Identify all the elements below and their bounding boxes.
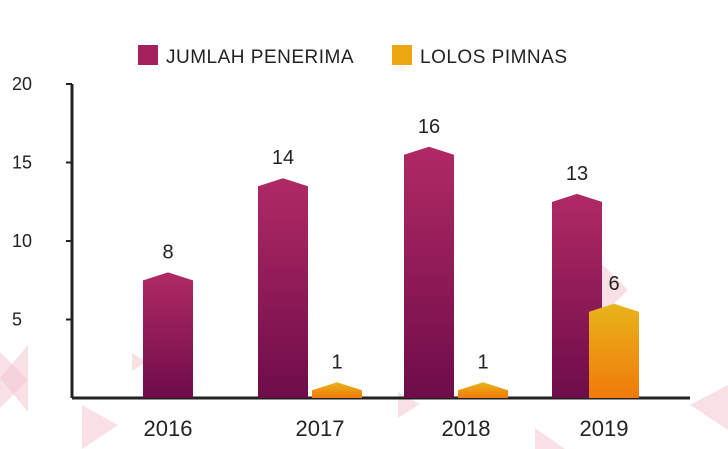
data-label-lolos-pimnas: 6 <box>608 273 619 295</box>
data-label-lolos-pimnas: 1 <box>477 351 488 373</box>
decor-triangle <box>132 353 146 371</box>
bar-lolos-pimnas <box>458 382 508 398</box>
bar-jumlah-penerima <box>404 146 454 398</box>
x-category-label: 2018 <box>442 416 491 441</box>
x-category-label: 2019 <box>580 416 629 441</box>
x-category-label: 2017 <box>296 416 345 441</box>
decor-triangle <box>690 385 728 430</box>
bar-jumlah-penerima <box>258 178 308 398</box>
data-label-jumlah-penerima: 14 <box>272 147 294 169</box>
y-tick-label: 20 <box>12 74 32 94</box>
bar-jumlah-penerima <box>143 272 193 398</box>
bar-lolos-pimnas <box>589 303 639 398</box>
legend-label-jumlah-penerima: JUMLAH PENERIMA <box>166 47 354 68</box>
legend-swatch-jumlah-penerima <box>138 45 158 65</box>
y-tick-label: 5 <box>12 310 22 330</box>
y-tick-label: 10 <box>12 231 32 251</box>
x-category-label: 2016 <box>144 416 193 441</box>
data-label-jumlah-penerima: 16 <box>418 116 440 138</box>
bar-lolos-pimnas <box>312 382 362 398</box>
legend-swatch-lolos-pimnas <box>392 45 412 65</box>
decor-triangle <box>600 262 628 318</box>
labels: 8 2016 14 1 2017 16 1 2018 13 6 2019 <box>144 116 629 441</box>
legend: JUMLAH PENERIMA LOLOS PIMNAS <box>138 45 568 68</box>
decor-triangle <box>535 428 565 449</box>
bars <box>143 146 639 398</box>
data-label-jumlah-penerima: 13 <box>566 163 588 185</box>
y-tick-label: 15 <box>12 153 32 173</box>
data-label-lolos-pimnas: 1 <box>331 351 342 373</box>
decor-triangle <box>0 345 28 412</box>
data-label-jumlah-penerima: 8 <box>162 241 173 263</box>
decor-triangle <box>82 405 118 449</box>
legend-label-lolos-pimnas: LOLOS PIMNAS <box>420 47 568 68</box>
